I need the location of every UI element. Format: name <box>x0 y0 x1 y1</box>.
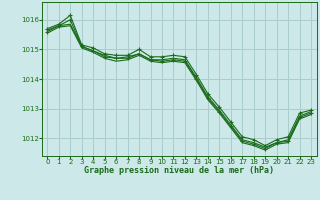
X-axis label: Graphe pression niveau de la mer (hPa): Graphe pression niveau de la mer (hPa) <box>84 166 274 175</box>
